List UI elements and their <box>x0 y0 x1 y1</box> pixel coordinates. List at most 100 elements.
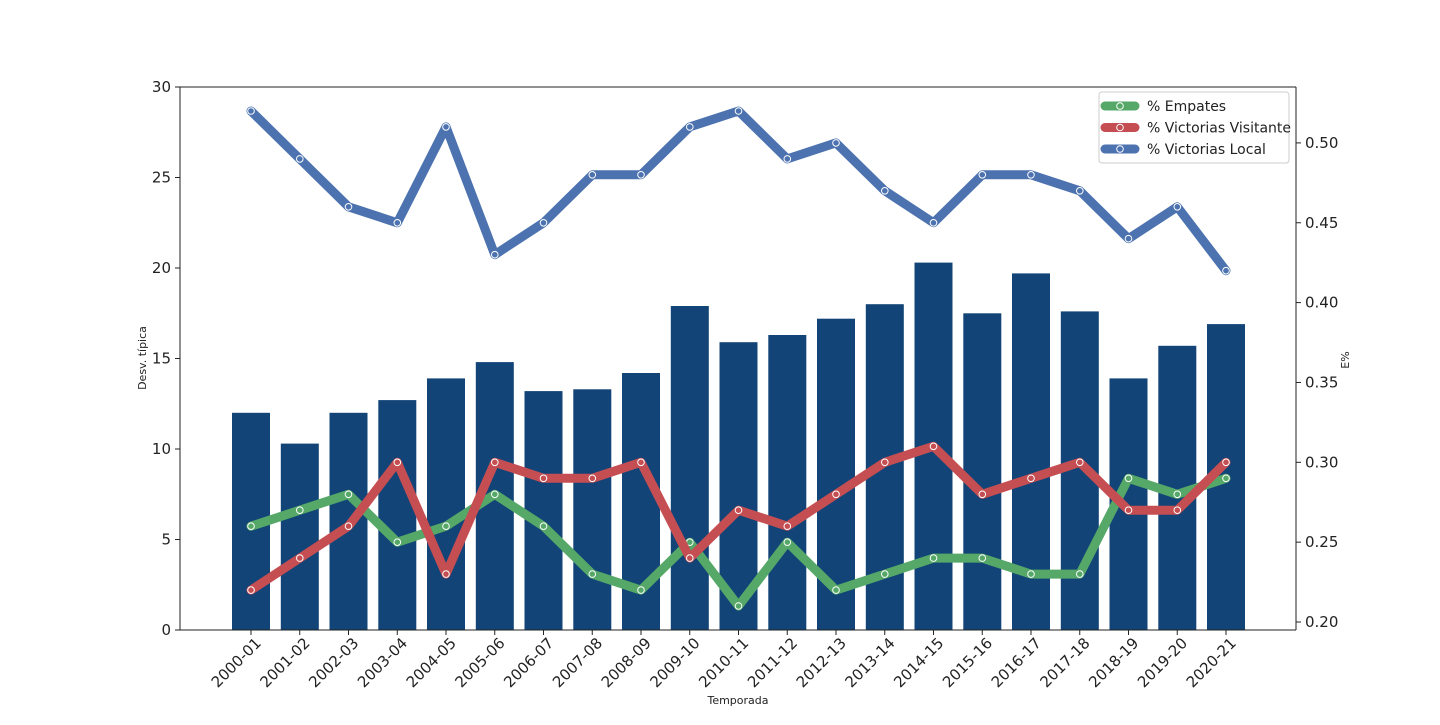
series-point <box>296 506 304 515</box>
bar <box>768 335 807 630</box>
x-tick-label: 2005-06 <box>452 634 509 691</box>
series-point <box>978 171 987 179</box>
series-point <box>588 570 597 578</box>
series-point <box>929 442 938 451</box>
legend-label: % Empates <box>1147 99 1226 115</box>
series-point <box>1124 506 1133 515</box>
series-point <box>832 490 840 499</box>
x-tick-label: 2017-18 <box>1037 634 1094 691</box>
x-tick-label: 2009-10 <box>647 634 704 691</box>
y-right-tick-label: 0.25 <box>1305 533 1338 551</box>
legend-label: % Victorias Local <box>1147 142 1266 158</box>
series-point <box>1222 266 1230 275</box>
series-point <box>929 219 938 227</box>
series-point <box>1124 234 1133 243</box>
x-tick-label: 2013-14 <box>842 634 899 691</box>
bar <box>280 443 319 630</box>
series-point <box>734 506 743 515</box>
series-point <box>832 139 840 147</box>
y-right-tick-label: 0.45 <box>1305 214 1338 232</box>
bar <box>963 313 1002 631</box>
series-point <box>637 458 645 467</box>
x-tick-label: 2012-13 <box>793 634 850 691</box>
bar <box>573 389 612 630</box>
x-tick-label: 2001-02 <box>257 634 314 691</box>
series-point <box>1173 506 1182 515</box>
series-point <box>1173 203 1182 211</box>
y-right-tick-label: 0.30 <box>1305 453 1338 471</box>
y-right-tick-label: 0.40 <box>1305 294 1338 312</box>
bar <box>670 306 709 630</box>
legend: % Empates % Victorias Visitante % Victoria… <box>1098 91 1291 164</box>
series-point <box>344 203 353 211</box>
y-left-tick-label: 20 <box>152 259 171 277</box>
series-point <box>1222 458 1230 467</box>
series-point <box>1124 474 1133 483</box>
x-tick-label: 2016-17 <box>988 634 1045 691</box>
series-point <box>1027 474 1035 483</box>
series-point <box>442 570 450 578</box>
series-point <box>491 458 499 467</box>
x-tick-label: 2011-12 <box>744 634 801 691</box>
series-point <box>393 458 402 467</box>
series-point <box>539 474 548 483</box>
series-point <box>393 538 402 547</box>
series-point <box>491 490 499 499</box>
series-point <box>686 123 694 131</box>
x-tick-label: 2007-08 <box>549 634 606 691</box>
x-axis-title: Temporada <box>706 694 768 707</box>
x-tick-label: 2020-21 <box>1183 634 1240 691</box>
series-point <box>247 522 255 531</box>
series-point <box>881 570 889 578</box>
y-left-tick-label: 5 <box>161 531 171 549</box>
y-right-tick-label: 0.50 <box>1305 134 1338 152</box>
series-point <box>1173 490 1182 499</box>
legend-swatch-marker <box>1116 102 1124 110</box>
series-point <box>978 490 987 499</box>
series-point <box>344 522 353 531</box>
x-tick-label: 2014-15 <box>890 634 947 691</box>
y-right-tick-label: 0.35 <box>1305 373 1338 391</box>
y-right-tick-label: 0.20 <box>1305 613 1338 631</box>
y-left-tick-label: 10 <box>152 440 171 458</box>
bar <box>524 391 563 630</box>
series-point <box>1076 458 1084 467</box>
x-tick-label: 2006-07 <box>500 634 557 691</box>
bar <box>378 400 417 630</box>
series-point <box>1076 187 1084 195</box>
bar <box>427 378 465 630</box>
legend-swatch-marker <box>1116 145 1124 153</box>
series-point <box>783 155 792 163</box>
series-point <box>637 586 645 594</box>
series-point <box>588 474 597 483</box>
series-point <box>929 554 938 562</box>
series-point <box>978 554 987 562</box>
series-point <box>637 171 645 179</box>
series-point <box>588 171 597 179</box>
series-point <box>686 554 694 562</box>
series-point <box>442 123 450 131</box>
series-point <box>539 219 548 227</box>
series-point <box>1076 570 1084 578</box>
y-left-tick-label: 0 <box>161 621 171 639</box>
legend-box <box>1098 91 1290 164</box>
series-point <box>783 538 792 547</box>
series-point <box>783 522 792 531</box>
series-point <box>539 522 548 531</box>
bars-layer <box>232 262 1245 631</box>
y-axis-right-title: E% <box>1339 351 1352 368</box>
y-left-tick-label: 30 <box>152 78 171 96</box>
series-point <box>344 490 353 499</box>
y-left-tick-label: 15 <box>152 350 171 368</box>
series-point <box>734 107 743 115</box>
series-point <box>247 586 255 594</box>
series-point <box>442 522 450 531</box>
series-point <box>734 602 743 610</box>
series-point <box>832 586 840 594</box>
series-point <box>296 155 304 163</box>
x-tick-label: 2018-19 <box>1085 634 1142 691</box>
series-point <box>296 554 304 562</box>
y-axis-left-title: Desv. típica <box>136 326 149 390</box>
